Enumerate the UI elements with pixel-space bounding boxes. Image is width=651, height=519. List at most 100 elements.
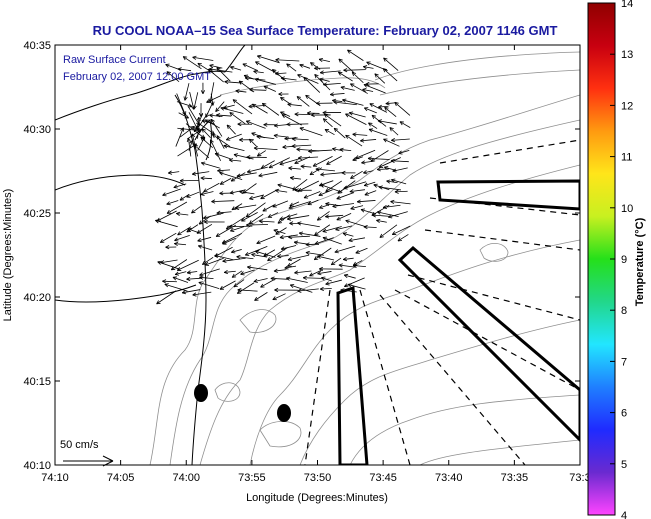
current-vector-arrow-icon: [274, 123, 288, 128]
current-vector-arrow-icon: [347, 49, 364, 61]
current-vector-arrow-icon: [286, 122, 309, 127]
current-vector-arrow-icon: [233, 279, 245, 288]
current-vector-arrow-icon: [242, 63, 259, 72]
current-vector-arrow-icon: [247, 265, 268, 271]
current-vector-arrow-icon: [197, 244, 213, 251]
current-vector-arrow-icon: [229, 112, 246, 125]
current-vector-arrow-icon: [302, 275, 323, 280]
y-tick-label: 40:30: [23, 124, 51, 136]
current-vector-arrow-icon: [351, 71, 364, 84]
current-vector-arrow-icon: [337, 180, 356, 194]
current-vector-arrow-icon: [367, 156, 390, 161]
polygon-east: [436, 179, 580, 211]
current-vector-arrow-icon: [316, 211, 330, 221]
x-tick-label: 73:55: [238, 472, 266, 484]
current-vector-arrow-icon: [254, 77, 276, 85]
current-vector-arrow-icon: [209, 113, 223, 118]
current-vector-arrow-icon: [382, 204, 401, 210]
map-area: Raw Surface Current February 02, 2007 12…: [54, 44, 581, 467]
current-vector-arrow-icon: [356, 199, 376, 204]
current-vector-arrow-icon: [378, 104, 389, 109]
current-vector-arrow-icon: [209, 63, 223, 69]
inset-title: Raw Surface Current: [63, 54, 166, 66]
current-vector-arrow-icon: [297, 221, 320, 228]
current-vector-arrow-icon: [246, 222, 268, 228]
current-vector-arrow-icon: [350, 205, 364, 210]
current-vector-arrow-icon: [165, 245, 177, 250]
colorbar-tick-label: 12: [621, 100, 633, 112]
current-vector-arrow-icon: [191, 205, 202, 214]
current-vector-arrow-icon: [297, 155, 319, 161]
current-vector-arrow-icon: [383, 57, 399, 71]
current-vector-arrow-icon: [376, 210, 399, 218]
current-vector-arrow-icon: [363, 107, 377, 114]
current-vector-arrow-icon: [284, 265, 297, 270]
current-vector-arrow-icon: [313, 247, 332, 261]
current-vector-arrow-icon: [236, 254, 254, 260]
current-vector-arrow-icon: [203, 219, 225, 225]
current-vector-arrow-icon: [303, 191, 321, 199]
current-vector-arrow-icon: [256, 235, 276, 245]
current-vector-arrow-icon: [345, 219, 368, 228]
current-vector-arrow-icon: [246, 155, 267, 160]
current-vector-arrow-icon: [251, 252, 268, 258]
current-vector-arrow-icon: [298, 231, 321, 237]
current-vector-arrow-icon: [267, 212, 279, 218]
current-vector-arrow-icon: [168, 170, 180, 175]
current-vector-arrow-icon: [280, 96, 290, 104]
current-vector-arrow-icon: [277, 214, 291, 224]
current-vector-arrow-icon: [279, 158, 301, 166]
current-vector-arrow-icon: [336, 192, 355, 200]
current-vector-arrow-icon: [306, 111, 320, 116]
current-vector-arrow-icon: [203, 182, 220, 193]
current-vector-arrow-icon: [162, 188, 181, 197]
current-vector-arrow-icon: [297, 74, 319, 84]
current-vector-arrow-icon: [348, 111, 366, 118]
current-vector-arrow-icon: [216, 113, 232, 118]
current-vector-arrow-icon: [223, 269, 236, 275]
current-vector-arrow-icon: [338, 71, 353, 82]
current-vector-arrow-icon: [280, 245, 297, 251]
current-vector-arrow-icon: [238, 80, 255, 93]
current-vector-arrow-icon: [377, 119, 397, 125]
current-vector-arrow-icon: [251, 103, 268, 114]
current-vector-arrow-icon: [309, 167, 323, 176]
x-tick-label: 74:00: [172, 472, 200, 484]
current-vector-arrow-icon: [191, 171, 210, 176]
current-vector-arrow-icon: [263, 85, 277, 92]
current-vector-arrow-icon: [343, 181, 367, 190]
current-vector-arrow-icon: [363, 224, 377, 230]
current-vector-arrow-icon: [288, 166, 301, 171]
current-vector-arrow-icon: [280, 76, 297, 81]
current-vector-arrow-icon: [386, 179, 398, 184]
current-vector-arrow-icon: [273, 268, 287, 273]
current-vector-arrow-icon: [155, 219, 178, 228]
colorbar-tick-label: 14: [621, 0, 633, 10]
current-vector-arrow-icon: [291, 136, 309, 142]
current-vector-arrow-icon: [219, 280, 236, 290]
current-vector-arrow-icon: [156, 290, 177, 305]
current-vector-arrow-icon: [224, 79, 242, 85]
figure-title: RU COOL NOAA–15 Sea Surface Temperature:…: [93, 23, 558, 38]
current-vector-arrow-icon: [389, 127, 399, 136]
current-vector-arrow-icon: [333, 127, 346, 139]
current-vector-arrow-icon: [253, 146, 278, 151]
coverage-polygons: [336, 179, 580, 465]
current-vector-arrow-icon: [198, 281, 220, 290]
current-vector-arrow-icon: [279, 234, 298, 240]
current-vector-arrow-icon: [177, 226, 192, 236]
current-vector-arrow-icon: [231, 249, 242, 254]
y-tick-label: 40:25: [23, 208, 51, 220]
current-vector-arrow-icon: [300, 164, 312, 169]
current-vector-arrow-icon: [342, 98, 364, 106]
current-vector-arrow-icon: [236, 172, 257, 178]
colorbar-tick-label: 11: [621, 152, 632, 164]
current-vector-arrow-icon: [246, 166, 268, 174]
y-tick-label: 40:20: [23, 292, 51, 304]
current-vector-arrow-icon: [363, 65, 374, 70]
current-vector-arrow-icon: [192, 92, 199, 110]
current-vector-arrow-icon: [173, 183, 187, 189]
current-vector-arrow-icon: [277, 183, 298, 191]
current-vector-arrow-icon: [387, 211, 408, 219]
current-vectors: [155, 49, 411, 305]
